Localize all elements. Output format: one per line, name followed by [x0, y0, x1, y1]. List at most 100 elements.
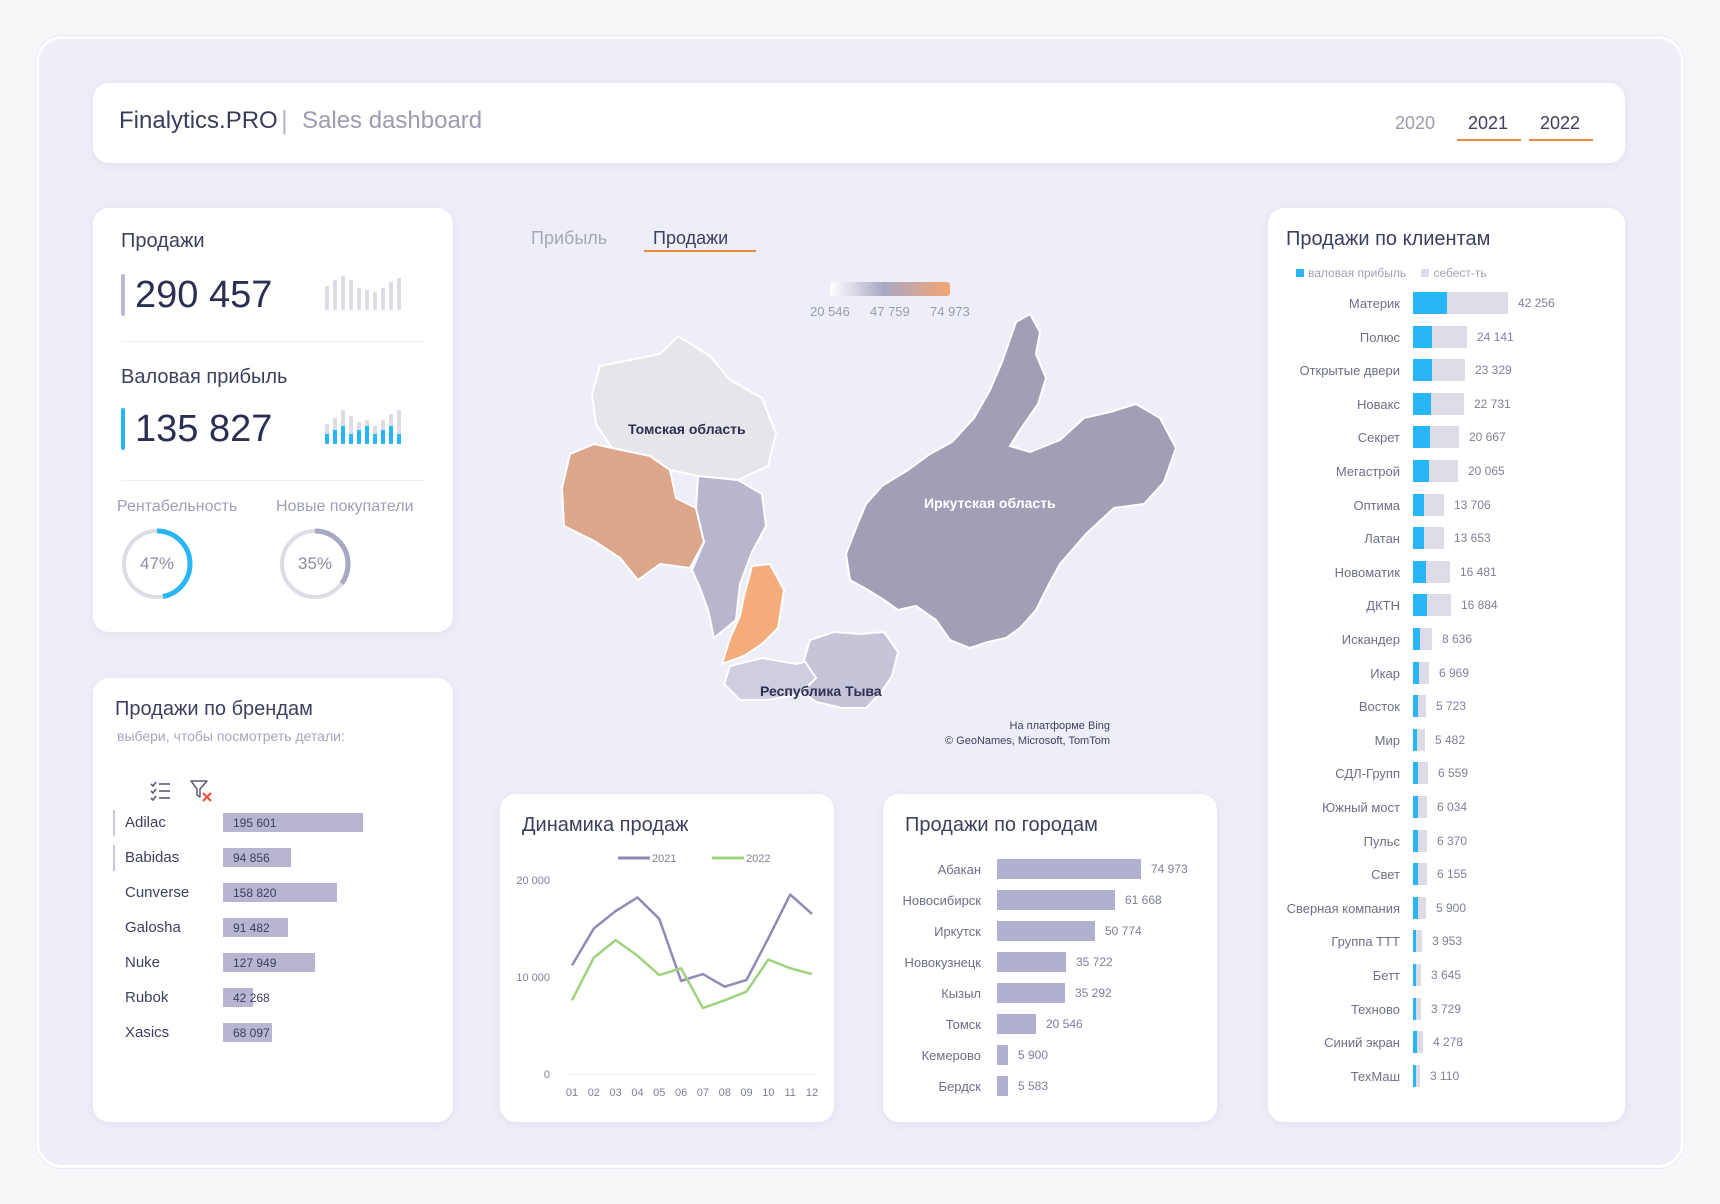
brand-title: Finalytics.PRO	[119, 107, 278, 134]
brand-row[interactable]: Babidas 94 856	[113, 841, 433, 875]
client-name: Полюс	[1359, 329, 1400, 345]
city-row[interactable]: Новосибирск 61 668	[883, 887, 1217, 915]
sparkline-bar	[333, 280, 337, 310]
client-gross-profit-bar	[1413, 594, 1427, 617]
client-row[interactable]: ТехМаш 3 110	[1268, 1063, 1625, 1091]
client-value: 23 329	[1475, 363, 1512, 378]
brand-value: 42 268	[233, 991, 270, 1005]
y-tick-label: 20 000	[516, 875, 550, 887]
map-label-irkutsk: Иркутская область	[924, 495, 1056, 511]
sparkline-bar	[389, 282, 393, 310]
city-row[interactable]: Кемерово 5 900	[883, 1042, 1217, 1070]
client-gross-profit-bar	[1413, 728, 1417, 751]
client-name: Новоматик	[1334, 564, 1400, 580]
brand-bar	[223, 953, 315, 972]
city-value: 74 973	[1151, 862, 1188, 876]
title-separator: |	[281, 105, 288, 135]
client-row[interactable]: Искандер 8 636	[1268, 626, 1625, 654]
brand-row[interactable]: Galosha 91 482	[113, 911, 433, 945]
client-row[interactable]: Синий экран 4 278	[1268, 1029, 1625, 1057]
client-value: 42 256	[1518, 296, 1555, 310]
year-2021-button[interactable]: 2021	[1468, 113, 1509, 133]
brand-row[interactable]: Adilac 195 601	[113, 806, 433, 840]
client-gross-profit-bar	[1413, 762, 1418, 785]
client-row[interactable]: Бетт 3 645	[1268, 962, 1625, 990]
legend-label-2022: 2022	[746, 853, 770, 865]
tab-sales[interactable]: Продажи	[653, 228, 729, 248]
map-panel: Прибыль Продажи 20 546 47 759 74 973 Том…	[500, 208, 1222, 748]
client-row[interactable]: Новоматик 16 481	[1268, 559, 1625, 587]
y-tick-label: 0	[544, 1069, 550, 1081]
client-row[interactable]: Пульс 6 370	[1268, 828, 1625, 856]
brand-selected-marker	[113, 845, 115, 871]
client-row[interactable]: Группа ТТТ 3 953	[1268, 928, 1625, 956]
city-row[interactable]: Кызыл 35 292	[883, 980, 1217, 1008]
region-irkutsk	[844, 312, 1178, 650]
dynamics-title: Динамика продаж	[522, 814, 689, 836]
client-row[interactable]: Техново 3 729	[1268, 996, 1625, 1024]
city-row[interactable]: Новокузнецк 35 722	[883, 949, 1217, 977]
sparkline-bar	[365, 420, 369, 444]
city-bar	[997, 890, 1115, 910]
city-bar	[997, 1045, 1008, 1065]
brand-name: Xasics	[125, 1024, 170, 1041]
year-2020-button[interactable]: 2020	[1395, 113, 1436, 133]
city-value: 61 668	[1125, 893, 1162, 907]
region-map[interactable]: Томская область Иркутская область Респуб…	[500, 208, 1222, 748]
client-gross-profit-bar	[1413, 896, 1418, 919]
clear-filter-icon[interactable]	[189, 778, 213, 802]
client-row[interactable]: Секрет 20 667	[1268, 424, 1625, 452]
sparkline-bar	[349, 416, 353, 444]
client-row[interactable]: ДКТН 16 884	[1268, 592, 1625, 620]
brand-row[interactable]: Xasics 68 097	[113, 1016, 433, 1050]
client-value: 3 110	[1430, 1068, 1460, 1083]
client-row[interactable]: СДЛ-Групп 6 559	[1268, 760, 1625, 788]
tab-profit[interactable]: Прибыль	[531, 228, 608, 248]
client-row[interactable]: Открытые двери 23 329	[1268, 357, 1625, 385]
client-name: Новакс	[1357, 396, 1400, 412]
client-row[interactable]: Сверная компания 5 900	[1268, 895, 1625, 923]
client-value: 22 731	[1474, 396, 1511, 411]
client-row[interactable]: Мегастрой 20 065	[1268, 458, 1625, 486]
client-row[interactable]: Икар 6 969	[1268, 660, 1625, 688]
city-row[interactable]: Абакан 74 973	[883, 856, 1217, 884]
client-name: ТехМаш	[1350, 1068, 1400, 1084]
client-gross-profit-bar	[1413, 426, 1430, 449]
year-2022-button[interactable]: 2022	[1540, 113, 1581, 133]
clients-legend: валовая прибыль себест-ть	[1296, 266, 1487, 280]
client-row[interactable]: Латан 13 653	[1268, 525, 1625, 553]
city-name: Новосибирск	[902, 893, 982, 908]
client-row[interactable]: Материк 42 256	[1268, 290, 1625, 318]
brands-hint: выбери, чтобы посмотреть детали:	[117, 728, 345, 744]
client-name: Икар	[1370, 665, 1400, 681]
brand-value: 195 601	[233, 816, 277, 830]
brand-row[interactable]: Rubok 42 268	[113, 981, 433, 1015]
sales-dynamics-chart: 20 000 10 000 0 01 02 03 04 05 06 07 08 09 10 11 12 202…	[516, 853, 818, 1099]
series-line-2022	[570, 938, 813, 1010]
brand-row[interactable]: Cunverse 158 820	[113, 876, 433, 910]
client-value: 5 482	[1435, 732, 1466, 747]
client-row[interactable]: Южный мост 6 034	[1268, 794, 1625, 822]
city-row[interactable]: Томск 20 546	[883, 1011, 1217, 1039]
city-row[interactable]: Бердск 5 583	[883, 1073, 1217, 1101]
client-row[interactable]: Мир 5 482	[1268, 727, 1625, 755]
map-legend-mid: 47 759	[870, 304, 910, 319]
client-row[interactable]: Оптима 13 706	[1268, 492, 1625, 520]
sparkline-bar	[397, 410, 401, 444]
select-all-icon[interactable]	[149, 780, 171, 802]
sparkline-bar	[397, 278, 401, 310]
sparkline-bar	[365, 290, 369, 310]
client-value: 4 278	[1433, 1035, 1464, 1050]
city-row[interactable]: Иркутск 50 774	[883, 918, 1217, 946]
client-value: 20 065	[1468, 464, 1505, 478]
client-row[interactable]: Свет 6 155	[1268, 861, 1625, 889]
sparkline-bar	[357, 422, 361, 444]
city-bar	[997, 1014, 1036, 1034]
brand-row[interactable]: Nuke 127 949	[113, 946, 433, 980]
client-row[interactable]: Новакс 22 731	[1268, 391, 1625, 419]
client-row[interactable]: Полюс 24 141	[1268, 324, 1625, 352]
client-row[interactable]: Восток 5 723	[1268, 693, 1625, 721]
city-value: 5 900	[1018, 1048, 1049, 1062]
client-name: Южный мост	[1322, 800, 1400, 815]
brand-value: 68 097	[233, 1026, 270, 1040]
